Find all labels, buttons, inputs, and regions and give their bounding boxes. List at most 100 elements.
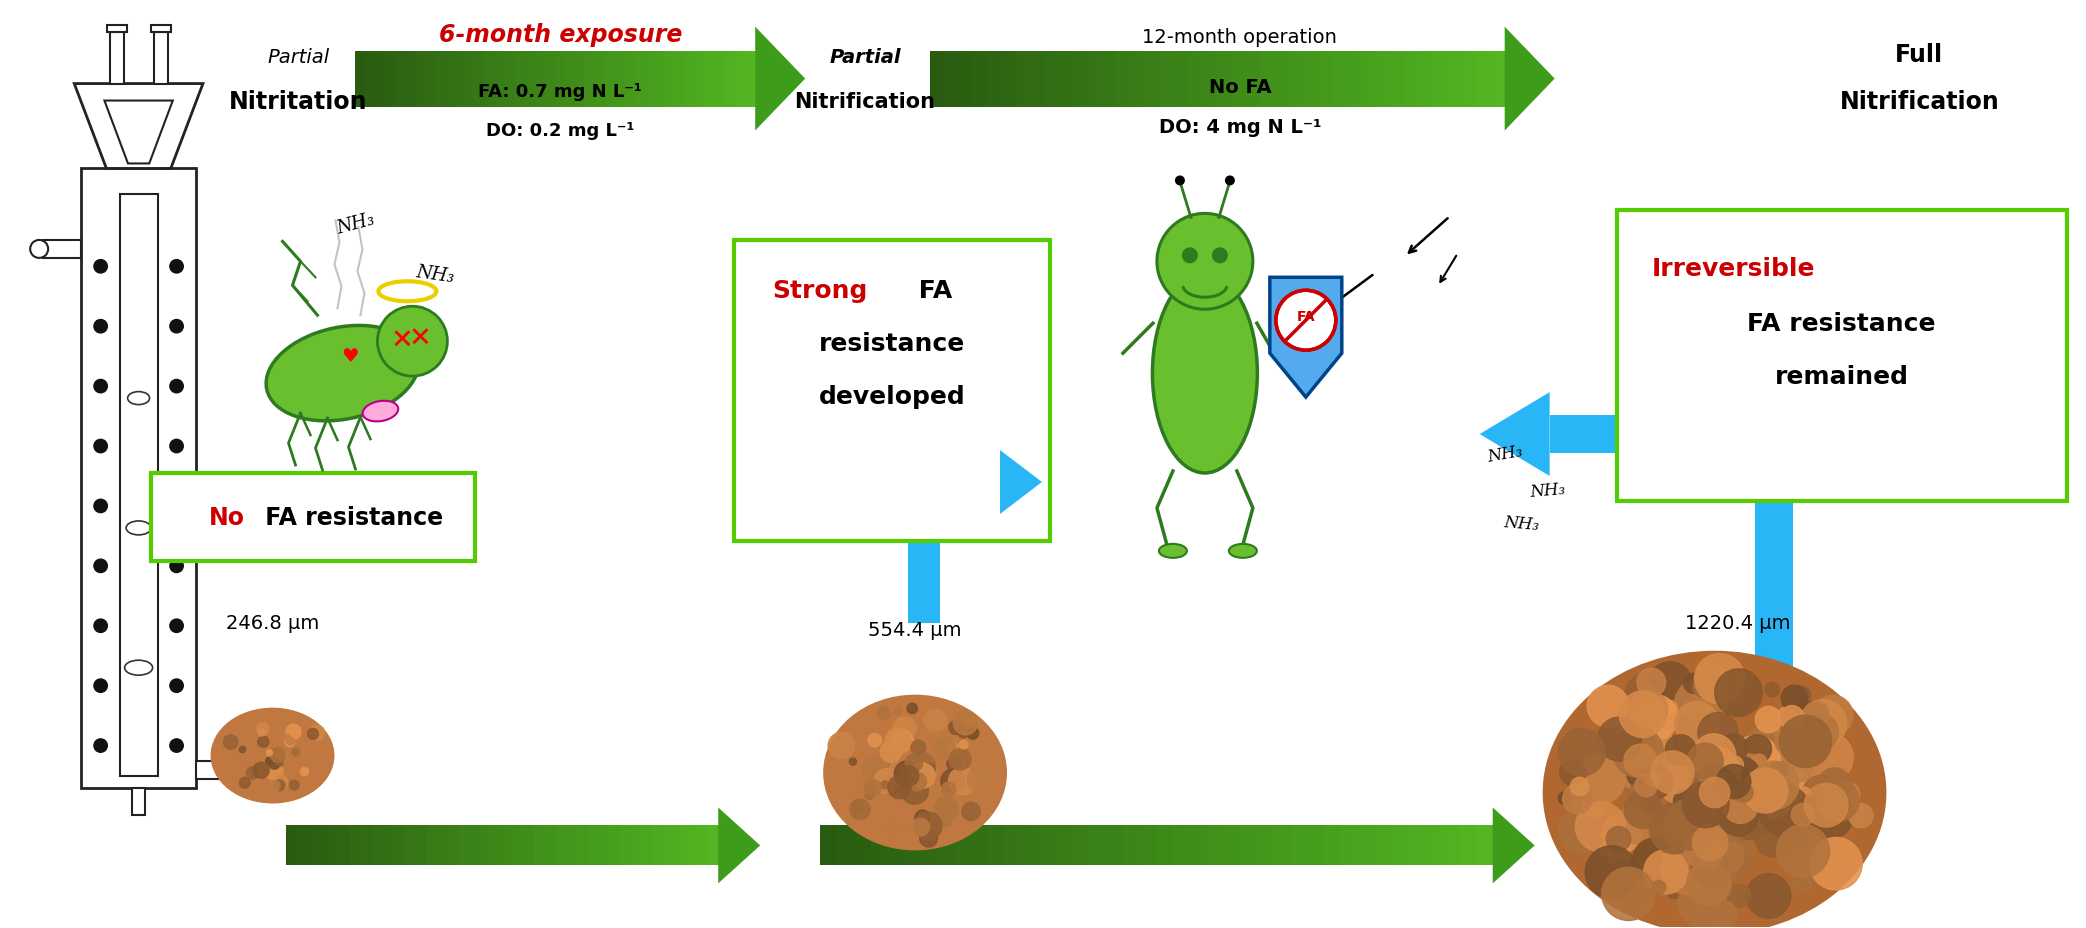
- Circle shape: [1277, 291, 1335, 351]
- Circle shape: [1763, 775, 1777, 789]
- FancyBboxPatch shape: [595, 52, 607, 108]
- Circle shape: [868, 734, 882, 747]
- FancyBboxPatch shape: [1304, 52, 1318, 108]
- FancyBboxPatch shape: [684, 52, 697, 108]
- FancyBboxPatch shape: [1754, 417, 1792, 698]
- Circle shape: [849, 799, 870, 819]
- Circle shape: [1700, 764, 1723, 788]
- Circle shape: [891, 762, 901, 774]
- FancyBboxPatch shape: [1074, 52, 1089, 108]
- Circle shape: [1660, 842, 1713, 895]
- Circle shape: [939, 739, 949, 748]
- Circle shape: [1775, 774, 1821, 820]
- Circle shape: [1802, 776, 1840, 812]
- FancyBboxPatch shape: [1208, 826, 1224, 866]
- Circle shape: [1575, 802, 1625, 852]
- FancyBboxPatch shape: [642, 826, 655, 866]
- FancyBboxPatch shape: [405, 52, 417, 108]
- Circle shape: [895, 761, 920, 786]
- FancyBboxPatch shape: [81, 169, 196, 788]
- Circle shape: [953, 711, 978, 735]
- Circle shape: [1677, 715, 1713, 752]
- FancyBboxPatch shape: [1375, 826, 1393, 866]
- FancyBboxPatch shape: [405, 826, 417, 866]
- FancyBboxPatch shape: [396, 52, 407, 108]
- Circle shape: [1652, 881, 1667, 895]
- Text: developed: developed: [818, 385, 966, 408]
- Circle shape: [1644, 850, 1688, 894]
- Circle shape: [1625, 784, 1642, 801]
- FancyBboxPatch shape: [317, 826, 330, 866]
- Circle shape: [1669, 760, 1704, 796]
- Circle shape: [862, 756, 889, 783]
- Circle shape: [1615, 860, 1627, 873]
- Circle shape: [292, 749, 300, 756]
- FancyBboxPatch shape: [632, 826, 642, 866]
- Circle shape: [912, 818, 930, 836]
- Circle shape: [941, 782, 955, 796]
- Circle shape: [1729, 736, 1781, 787]
- Circle shape: [905, 773, 914, 783]
- Circle shape: [912, 741, 926, 755]
- Circle shape: [290, 780, 298, 790]
- Circle shape: [1731, 854, 1752, 875]
- FancyBboxPatch shape: [820, 826, 839, 866]
- Circle shape: [1571, 778, 1590, 795]
- Circle shape: [277, 761, 284, 767]
- FancyBboxPatch shape: [1189, 52, 1204, 108]
- Circle shape: [1806, 791, 1854, 839]
- FancyBboxPatch shape: [707, 826, 720, 866]
- Ellipse shape: [1151, 274, 1258, 473]
- Circle shape: [887, 823, 897, 833]
- FancyBboxPatch shape: [1224, 826, 1241, 866]
- Circle shape: [1792, 870, 1813, 891]
- FancyBboxPatch shape: [599, 826, 611, 866]
- Circle shape: [1688, 807, 1736, 857]
- FancyBboxPatch shape: [119, 195, 159, 776]
- Circle shape: [1779, 715, 1832, 767]
- Ellipse shape: [1229, 545, 1258, 559]
- Circle shape: [1723, 754, 1769, 801]
- FancyBboxPatch shape: [941, 467, 999, 498]
- FancyBboxPatch shape: [131, 788, 146, 816]
- Circle shape: [1765, 683, 1779, 697]
- FancyBboxPatch shape: [371, 826, 384, 866]
- Circle shape: [269, 748, 284, 763]
- Circle shape: [169, 739, 184, 753]
- Circle shape: [240, 778, 250, 789]
- Circle shape: [1733, 783, 1752, 803]
- Circle shape: [94, 499, 106, 513]
- Circle shape: [828, 732, 855, 759]
- Circle shape: [1708, 768, 1756, 817]
- FancyBboxPatch shape: [1160, 52, 1174, 108]
- Polygon shape: [718, 807, 759, 883]
- FancyBboxPatch shape: [1056, 826, 1074, 866]
- FancyBboxPatch shape: [534, 826, 547, 866]
- FancyBboxPatch shape: [955, 826, 972, 866]
- Circle shape: [1646, 773, 1660, 787]
- FancyBboxPatch shape: [1318, 52, 1333, 108]
- Circle shape: [265, 757, 273, 765]
- Text: NH₃: NH₃: [1485, 442, 1523, 465]
- FancyBboxPatch shape: [1103, 52, 1118, 108]
- FancyBboxPatch shape: [526, 52, 536, 108]
- Circle shape: [259, 729, 265, 736]
- Circle shape: [307, 728, 319, 740]
- Circle shape: [1700, 758, 1719, 778]
- Text: FA: FA: [909, 279, 953, 303]
- Circle shape: [1700, 831, 1733, 862]
- FancyBboxPatch shape: [106, 26, 127, 32]
- FancyBboxPatch shape: [645, 52, 657, 108]
- Circle shape: [1700, 827, 1754, 879]
- Circle shape: [169, 499, 184, 513]
- Circle shape: [1813, 696, 1852, 735]
- FancyBboxPatch shape: [330, 826, 340, 866]
- Circle shape: [1746, 728, 1775, 756]
- Circle shape: [94, 619, 106, 633]
- FancyBboxPatch shape: [296, 826, 309, 866]
- FancyBboxPatch shape: [1189, 826, 1208, 866]
- FancyBboxPatch shape: [515, 52, 526, 108]
- FancyBboxPatch shape: [350, 826, 363, 866]
- Circle shape: [1575, 754, 1625, 804]
- Circle shape: [920, 830, 937, 847]
